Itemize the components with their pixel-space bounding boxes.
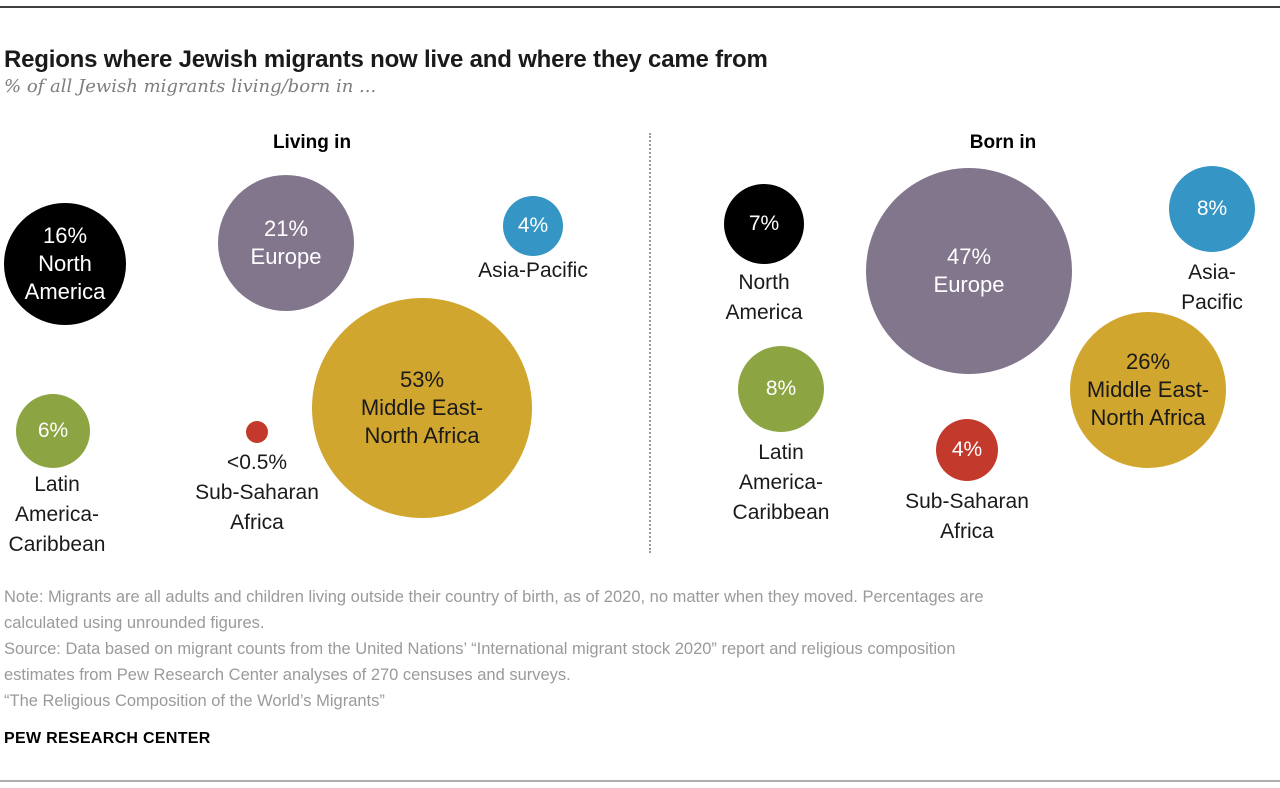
label-living-latin-america-caribbean: Latin America- Caribbean (8, 473, 106, 556)
bubble-living-latin-america-caribbean: 6% (16, 394, 90, 468)
bubble-living-middle-east-north-africa: 53% Middle East- North Africa (312, 298, 532, 518)
pew-research-center-wordmark: PEW RESEARCH CENTER (4, 730, 211, 747)
label-born-asia-pacific: Asia-Pacific (1181, 261, 1243, 314)
bubble-living-asia-pacific: 4% (503, 196, 563, 256)
note-line: Note: Migrants are all adults and childr… (4, 588, 984, 606)
bubble-born-europe: 47% Europe (866, 168, 1072, 374)
note-block: Note: Migrants are all adults and childr… (4, 584, 984, 714)
page-subtitle: % of all Jewish migrants living/born in … (4, 76, 377, 97)
label-born-latin-america-caribbean: Latin America- Caribbean (732, 441, 830, 524)
bubble-label: 53% Middle East- North Africa (360, 367, 484, 448)
bubble-label: 21% Europe (250, 216, 322, 269)
bubble-born-latin-america-caribbean: 8% (738, 346, 824, 432)
bubble-label: 4% (951, 438, 983, 461)
bubble-living-sub-saharan-africa (246, 421, 268, 443)
bubble-label: 26% Middle East- North Africa (1086, 349, 1210, 430)
panel-divider (649, 133, 651, 553)
bubble-label: 8% (765, 377, 797, 400)
bubble-label: 6% (37, 419, 69, 442)
bubble-living-europe: 21% Europe (218, 175, 354, 311)
bubble-born-asia-pacific: 8% (1169, 166, 1255, 252)
source-line: Source: Data based on migrant counts fro… (4, 640, 956, 658)
report-title-line: “The Religious Composition of the World’… (4, 692, 385, 710)
bubble-born-north-america: 7% (724, 184, 804, 264)
panel-header-living-in: Living in (272, 132, 352, 153)
bubble-label: 7% (748, 212, 780, 235)
bubble-living-north-america: 16% North America (4, 203, 126, 325)
bubble-label: 8% (1196, 197, 1228, 220)
bubble-label: 47% Europe (933, 244, 1005, 297)
bubble-born-middle-east-north-africa: 26% Middle East- North Africa (1070, 312, 1226, 468)
label-born-sub-saharan-africa: Sub-Saharan Africa (905, 490, 1029, 543)
bubble-label: 16% North America (24, 223, 106, 304)
note-line: calculated using unrounded figures. (4, 614, 265, 632)
label-living-sub-saharan-africa: <0.5% Sub-Saharan Africa (195, 451, 319, 534)
top-rule (0, 6, 1280, 8)
bottom-rule (0, 780, 1280, 782)
page-title: Regions where Jewish migrants now live a… (4, 46, 768, 74)
label-living-asia-pacific: Asia-Pacific (478, 259, 588, 282)
bubble-label: 4% (517, 214, 549, 237)
panel-header-born-in: Born in (969, 132, 1037, 153)
bubble-born-sub-saharan-africa: 4% (936, 419, 998, 481)
source-line: estimates from Pew Research Center analy… (4, 666, 571, 684)
label-born-north-america: North America (725, 271, 803, 324)
